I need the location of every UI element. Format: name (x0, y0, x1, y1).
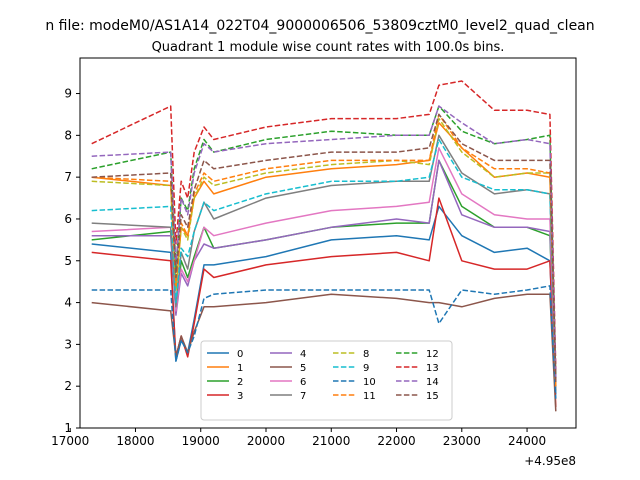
legend-label-0: 0 (237, 349, 243, 360)
legend-label-7: 7 (300, 391, 306, 402)
series-line-15 (91, 113, 557, 383)
series-line-10 (91, 285, 557, 399)
legend-label-12: 12 (426, 349, 439, 360)
x-tick-label: 22000 (377, 434, 415, 448)
x-offset-label: +4.95e8 (524, 454, 576, 468)
legend-label-9: 9 (363, 363, 369, 374)
y-tick-label: 9 (64, 87, 72, 101)
y-tick-label: 3 (64, 337, 72, 351)
series-line-14 (91, 105, 557, 378)
x-tick-label: 21000 (312, 434, 350, 448)
series-line-9 (91, 138, 557, 387)
y-tick-label: 2 (64, 379, 72, 393)
legend-box (200, 340, 453, 421)
legend-label-13: 13 (426, 363, 439, 374)
x-tick-label: 23000 (443, 434, 481, 448)
legend-label-14: 14 (426, 377, 439, 388)
figure-suptitle: n file: modeM0/AS1A14_022T04_9000006506_… (45, 18, 594, 34)
legend-label-5: 5 (300, 363, 306, 374)
x-axis: 17000 18000 19000 20000 21000 22000 23000 24000 (51, 428, 546, 448)
y-tick-label: 7 (64, 170, 72, 184)
y-tick-label: 4 (64, 296, 72, 310)
y-tick-label: 1 (64, 421, 72, 435)
y-tick-label: 8 (64, 128, 72, 142)
legend-label-4: 4 (300, 349, 306, 360)
legend-label-11: 11 (363, 391, 376, 402)
y-tick-label: 6 (64, 212, 72, 226)
legend-label-8: 8 (363, 349, 369, 360)
series-line-11 (91, 113, 557, 387)
series-lines (91, 80, 557, 412)
x-tick-label: 19000 (182, 434, 220, 448)
series-line-5 (91, 293, 557, 412)
legend-label-1: 1 (237, 363, 243, 374)
legend-label-6: 6 (300, 377, 306, 388)
x-tick-label: 18000 (116, 434, 154, 448)
x-tick-label: 20000 (247, 434, 285, 448)
y-axis: 1 2 3 4 5 6 7 8 9 (64, 87, 80, 435)
legend-label-2: 2 (237, 377, 243, 388)
x-tick-label: 24000 (508, 434, 546, 448)
legend-label-15: 15 (426, 391, 439, 402)
chart-title: Quadrant 1 module wise count rates with … (152, 40, 505, 55)
legend-label-3: 3 (237, 391, 243, 402)
series-line-13 (91, 80, 557, 370)
axes-frame (79, 57, 577, 429)
y-tick-label: 5 (64, 254, 72, 268)
legend-label-10: 10 (363, 377, 376, 388)
plot-area (79, 57, 577, 429)
series-line-6 (91, 147, 557, 387)
x-tick-label: 17000 (51, 434, 89, 448)
series-line-8 (91, 117, 557, 387)
